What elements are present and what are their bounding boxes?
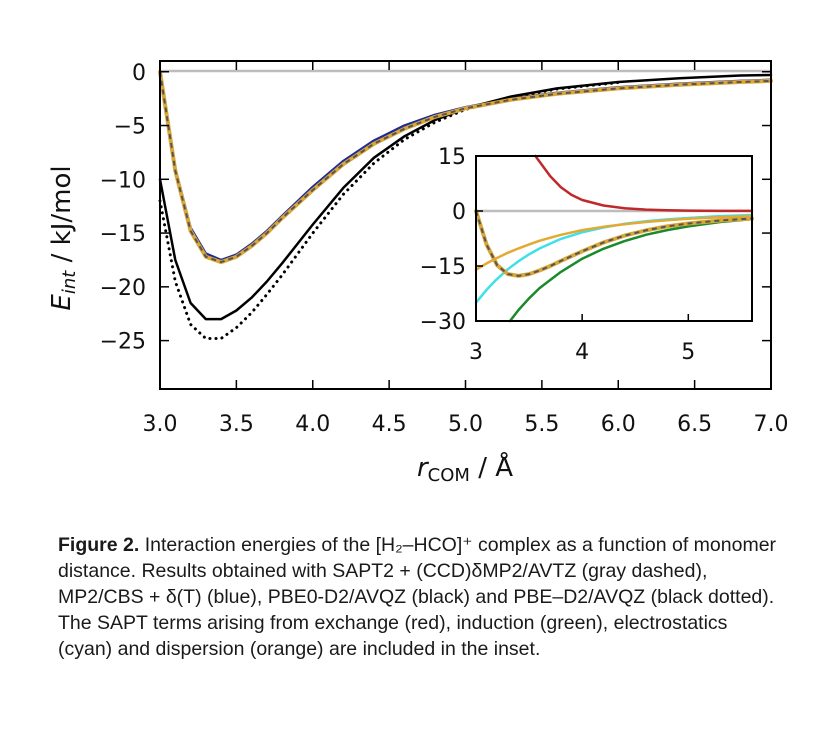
inset-ticks-group: 3 4 5 15 0 −15 −30	[420, 145, 696, 365]
main-y-axis-title-unit: / kJ/mol	[47, 165, 77, 270]
main-series-3-line	[158, 69, 773, 265]
main-ytick-label-4: −20	[100, 276, 146, 301]
inset-series-group	[474, 154, 754, 323]
main-xtick-label-5: 5.5	[524, 412, 559, 437]
main-ytick-label-1: −5	[114, 115, 146, 140]
main-x-axis-title-sub: COM	[428, 465, 470, 486]
main-xtick-label-4: 5.0	[448, 412, 483, 437]
inset-series-1-line	[508, 217, 754, 323]
inset-plot: 3 4 5 15 0 −15 −30	[420, 145, 754, 365]
main-x-axis-title-main: r	[417, 453, 430, 483]
inset-series-3-line	[474, 214, 754, 271]
inset-xtick-label-0: 3	[469, 340, 483, 365]
main-plot: 3.0 3.5 4.0 4.5 5.0 5.5 6.0 6.5 7.0 0 −5 −10 −15 −20 −…	[47, 60, 789, 486]
main-xtick-label-8: 7.0	[754, 412, 789, 437]
figure-caption: Figure 2. Interaction energies of the [H…	[58, 532, 778, 662]
main-ytick-label-0: 0	[132, 61, 146, 86]
main-y-axis-title-main: E	[47, 294, 77, 311]
main-y-axis-title-sub: int	[59, 270, 80, 294]
inset-ytick-label-3: −30	[420, 310, 466, 335]
inset-xtick-label-2: 5	[681, 340, 695, 365]
main-ticks-group: 3.0 3.5 4.0 4.5 5.0 5.5 6.0 6.5 7.0 0 −5 −10 −15 −20 −…	[100, 61, 789, 437]
main-ytick-label-5: −25	[100, 330, 146, 355]
main-xtick-label-2: 4.0	[295, 412, 330, 437]
main-ytick-label-3: −15	[100, 222, 146, 247]
inset-series-0-line	[534, 154, 754, 213]
main-xtick-label-3: 4.5	[372, 412, 407, 437]
main-x-axis-title: rCOM / Å	[417, 451, 513, 486]
inset-xtick-label-1: 4	[575, 340, 589, 365]
main-xtick-label-1: 3.5	[219, 412, 254, 437]
main-series-1-line	[158, 73, 773, 321]
inset-ytick-label-1: 0	[452, 200, 466, 225]
inset-ytick-label-0: 15	[438, 145, 466, 170]
main-y-axis-title: Eint / kJ/mol	[47, 165, 80, 310]
main-xtick-label-6: 6.0	[601, 412, 636, 437]
main-xtick-label-0: 3.0	[143, 412, 178, 437]
inset-ytick-label-2: −15	[420, 255, 466, 280]
caption-label: Figure 2.	[58, 534, 140, 556]
main-ytick-label-2: −10	[100, 168, 146, 193]
inset-series-4-dash	[475, 210, 753, 277]
caption-text: Interaction energies of the [H₂–HCO]⁺ co…	[58, 534, 777, 660]
inset-frame	[475, 155, 753, 322]
figure: 3.0 3.5 4.0 4.5 5.0 5.5 6.0 6.5 7.0 0 −5 −10 −15 −20 −…	[47, 60, 789, 486]
main-series-group	[158, 69, 773, 340]
main-x-axis-title-unit: / Å	[470, 451, 513, 483]
main-xtick-label-7: 6.5	[677, 412, 712, 437]
